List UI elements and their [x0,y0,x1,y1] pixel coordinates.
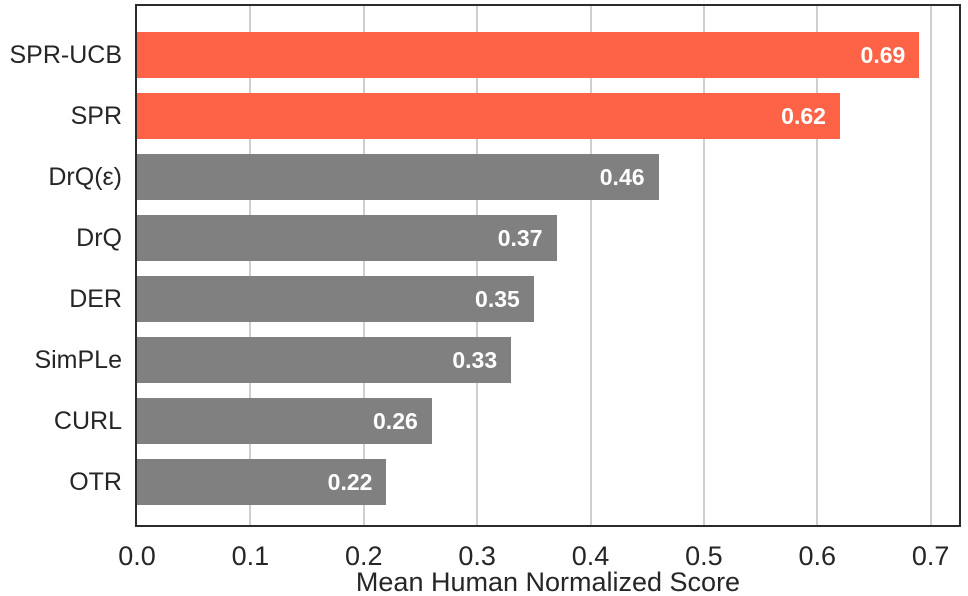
x-tick-label-0.0: 0.0 [118,541,156,571]
x-tick-label-0.4: 0.4 [571,541,610,571]
x-tick-label-0.7: 0.7 [911,541,950,571]
gridline-0.1 [249,6,252,525]
bar-value-simple: 0.33 [452,346,498,373]
bar-value-spr-ucb: 0.69 [860,41,906,68]
bar-spr-ucb: 0.69 [137,32,920,78]
gridline-0.7 [929,6,932,525]
y-axis-labels: SPR-UCB SPR DrQ(ε) DrQ DER SimPLe CURL OTR [0,4,122,527]
x-tick-label-0.1: 0.1 [231,541,270,571]
gridline-0.5 [702,6,705,525]
plot-area: 0.69 0.62 0.46 0.37 0.35 0.33 0.26 0.22 [135,4,961,527]
x-axis-title: Mean Human Normalized Score [355,567,741,596]
y-label-der: DER [69,285,122,313]
gridline-0.3 [476,6,479,525]
bar-drq: 0.37 [137,215,557,261]
y-label-curl: CURL [53,407,122,435]
bar-value-spr: 0.62 [781,102,826,129]
bar-otr: 0.22 [137,459,387,505]
y-label-spr: SPR [70,102,122,130]
y-label-drq: DrQ(ε) [48,163,122,191]
x-tick-label-0.6: 0.6 [798,541,837,571]
bar-value-otr: 0.22 [327,468,373,495]
y-label-drq: DrQ [76,224,122,252]
bar-value-drq: 0.46 [599,163,645,190]
bar-simple: 0.33 [137,337,512,383]
x-tick-label-0.5: 0.5 [685,541,723,571]
gridline-0.2 [362,6,365,525]
bar-curl: 0.26 [137,398,432,444]
y-label-spr-ucb: SPR-UCB [9,41,122,69]
bar-drq: 0.46 [137,154,659,200]
x-tick-label-0.3: 0.3 [458,541,496,571]
y-label-otr: OTR [69,468,122,496]
bar-value-der: 0.35 [475,285,520,312]
gridline-0.4 [589,6,592,525]
bar-value-drq: 0.37 [497,224,543,251]
gridline-0.6 [816,6,819,525]
bar-value-curl: 0.26 [373,407,418,434]
bar-spr: 0.62 [137,93,840,139]
x-tick-label-0.2: 0.2 [344,541,383,571]
y-label-simple: SimPLe [34,346,122,374]
bar-der: 0.35 [137,276,534,322]
